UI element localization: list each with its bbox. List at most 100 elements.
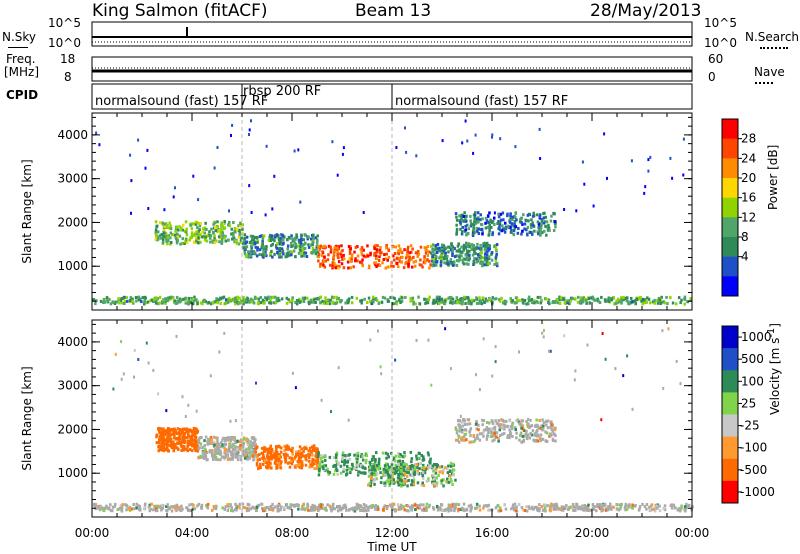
scatter-cell bbox=[385, 252, 388, 256]
scatter-cell bbox=[387, 255, 391, 259]
scatter-cell bbox=[299, 249, 302, 252]
scatter-cell bbox=[212, 440, 216, 444]
scatter-cell bbox=[242, 302, 245, 306]
scatter-cell bbox=[530, 424, 534, 428]
scatter-cell bbox=[477, 423, 480, 427]
scatter-cell bbox=[317, 505, 321, 509]
scatter-cell bbox=[647, 169, 650, 173]
scatter-cell bbox=[435, 297, 439, 301]
scatter-cell bbox=[328, 302, 332, 306]
scatter-cell bbox=[447, 296, 450, 300]
scatter-cell bbox=[145, 301, 148, 305]
scatter-cell bbox=[216, 225, 219, 228]
scatter-cell bbox=[214, 450, 218, 453]
scatter-cell bbox=[336, 505, 339, 509]
scatter-cell bbox=[398, 459, 401, 463]
scatter-cell bbox=[177, 440, 181, 444]
scatter-cell bbox=[176, 505, 179, 509]
scatter-cell bbox=[545, 220, 549, 224]
scatter-cell bbox=[191, 507, 195, 511]
scatter-cell bbox=[222, 436, 225, 440]
scatter-cell bbox=[464, 428, 468, 432]
scatter-cell bbox=[350, 507, 354, 511]
scatter-cell bbox=[483, 252, 487, 256]
scatter-cell bbox=[262, 249, 265, 253]
scatter-cell bbox=[249, 234, 253, 238]
scatter-cell bbox=[485, 218, 489, 222]
scatter-cell bbox=[416, 466, 419, 470]
scatter-cell bbox=[455, 218, 459, 222]
scatter-cell bbox=[192, 426, 196, 430]
scatter-cell bbox=[444, 298, 448, 301]
scatter-cell bbox=[491, 133, 494, 137]
scatter-cell bbox=[376, 244, 379, 248]
scatter-cell bbox=[126, 299, 129, 303]
scatter-cell bbox=[669, 296, 672, 300]
colorbar-cell bbox=[722, 370, 738, 393]
scatter-cell bbox=[287, 447, 290, 451]
scatter-cell bbox=[401, 460, 404, 463]
scatter-cell bbox=[455, 431, 459, 435]
scatter-cell bbox=[394, 245, 397, 249]
scatter-cell bbox=[476, 230, 479, 234]
scatter-cell bbox=[277, 509, 280, 513]
scatter-cell bbox=[434, 471, 438, 475]
scatter-cell bbox=[252, 454, 256, 458]
scatter-cell bbox=[430, 244, 433, 248]
scatter-cell bbox=[194, 298, 197, 302]
scatter-cell bbox=[317, 454, 320, 458]
freq-label-line2: [MHz] bbox=[4, 65, 40, 79]
scatter-cell bbox=[261, 253, 265, 257]
scatter-cell bbox=[248, 451, 252, 455]
scatter-cell bbox=[198, 455, 201, 459]
scatter-cell bbox=[245, 439, 248, 443]
scatter-cell bbox=[273, 505, 277, 509]
scatter-cell bbox=[235, 456, 239, 459]
scatter-cell bbox=[493, 245, 496, 249]
scatter-cell bbox=[273, 239, 276, 243]
scatter-cell bbox=[495, 431, 499, 435]
scatter-cell bbox=[461, 430, 464, 434]
scatter-cell bbox=[237, 229, 240, 232]
scatter-cell bbox=[547, 223, 550, 227]
scatter-cell bbox=[322, 263, 325, 267]
scatter-cell bbox=[529, 223, 533, 227]
scatter-cell bbox=[94, 302, 97, 306]
colorbar-tick-label: 20 bbox=[741, 171, 756, 185]
scatter-cell bbox=[346, 458, 350, 462]
scatter-cell bbox=[472, 259, 475, 263]
scatter-cell bbox=[227, 238, 230, 242]
scatter-cell bbox=[109, 509, 113, 513]
scatter-cell bbox=[125, 508, 128, 512]
scatter-cell bbox=[539, 233, 542, 237]
scatter-cell bbox=[175, 503, 179, 507]
scatter-cell bbox=[305, 255, 309, 258]
scatter-cell bbox=[521, 419, 524, 423]
scatter-cell bbox=[372, 455, 375, 459]
scatter-cell bbox=[502, 218, 505, 222]
scatter-cell bbox=[539, 433, 543, 437]
scatter-cell bbox=[525, 437, 529, 441]
scatter-cell bbox=[315, 247, 318, 251]
scatter-cell bbox=[415, 154, 418, 158]
scatter-cell bbox=[336, 250, 339, 254]
colorbar-tick-label: 1000 bbox=[741, 330, 772, 344]
scatter-cell bbox=[256, 240, 259, 244]
scatter-cell bbox=[135, 299, 138, 303]
scatter-cell bbox=[368, 469, 371, 473]
scatter-cell bbox=[154, 228, 158, 232]
scatter-cell bbox=[428, 503, 431, 507]
scatter-cell bbox=[459, 220, 462, 224]
scatter-cell bbox=[165, 222, 168, 226]
scatter-cell bbox=[177, 438, 180, 442]
scatter-cell bbox=[314, 250, 317, 254]
scatter-cell bbox=[567, 299, 570, 303]
scatter-cell bbox=[117, 297, 120, 301]
scatter-cell bbox=[120, 508, 124, 512]
scatter-cell bbox=[348, 466, 351, 470]
scatter-cell bbox=[311, 251, 314, 255]
scatter-cell bbox=[278, 255, 281, 259]
scatter-cell bbox=[169, 227, 173, 231]
scatter-cell bbox=[332, 472, 336, 476]
scatter-cell bbox=[298, 300, 302, 304]
